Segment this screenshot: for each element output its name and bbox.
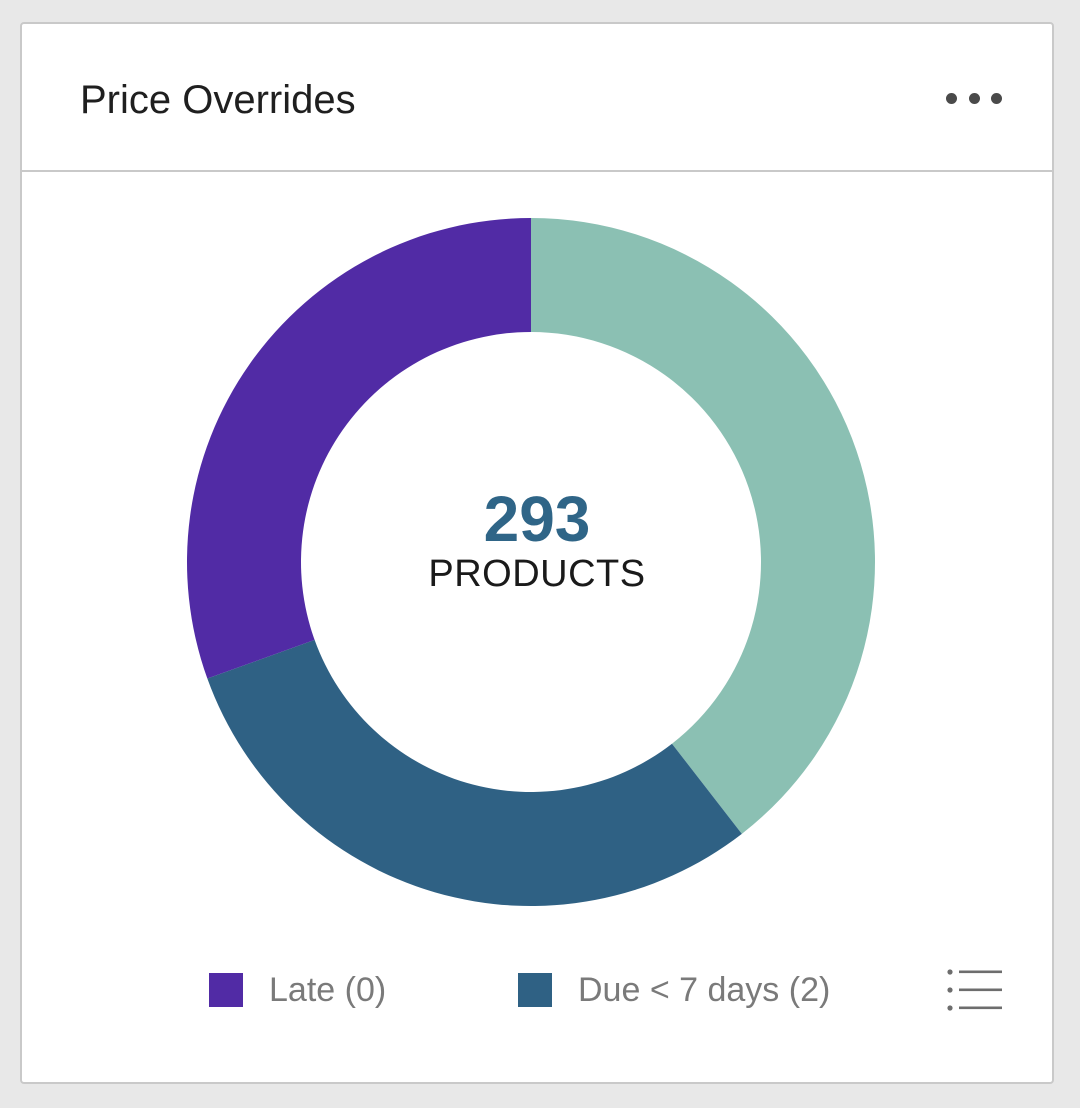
donut-chart-svg — [186, 218, 876, 907]
card-title: Price Overrides — [80, 78, 356, 122]
donut-slice-1[interactable] — [207, 639, 742, 907]
legend-item-due-7-days[interactable]: Due < 7 days (2) — [518, 960, 830, 1020]
legend-swatch — [518, 973, 552, 1007]
legend-swatch — [209, 973, 243, 1007]
chart-legend: Late (0) Due < 7 days (2) — [22, 960, 1052, 1020]
donut-slice-2[interactable] — [186, 218, 531, 679]
total-count-label: PRODUCTS — [428, 553, 646, 595]
legend-item-late[interactable]: Late (0) — [209, 960, 386, 1020]
price-overrides-card: Price Overrides 293 PRODUCTS Late (0) Du… — [20, 22, 1054, 1084]
total-count: 293 — [483, 483, 591, 555]
donut-chart: 293 PRODUCTS — [22, 172, 1052, 932]
donut-slice-0[interactable] — [531, 218, 876, 834]
legend-label: Due < 7 days (2) — [578, 970, 831, 1009]
card-header: Price Overrides — [22, 24, 1052, 172]
list-icon[interactable] — [946, 968, 1004, 1012]
more-options-icon[interactable] — [946, 80, 1002, 116]
legend-label: Late (0) — [269, 970, 387, 1009]
